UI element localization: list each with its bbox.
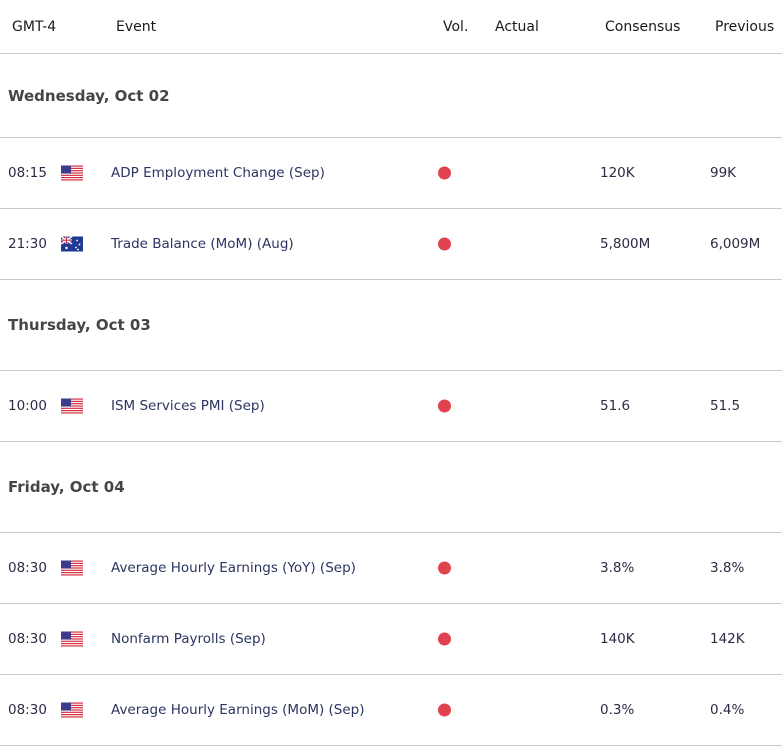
- high-volatility-dot-icon: [438, 703, 451, 717]
- col-consensus: Consensus: [605, 18, 681, 35]
- event-time: 08:30: [8, 560, 47, 576]
- event-time: 21:30: [8, 236, 47, 252]
- us-flag-icon: [61, 165, 83, 181]
- event-row[interactable]: 08:30 Average Hourly Earnings (YoY) (Sep…: [0, 533, 782, 604]
- event-consensus: 120K: [600, 165, 635, 181]
- event-row[interactable]: 08:30 Average Hourly Earnings (MoM) (Sep…: [0, 675, 782, 746]
- event-name[interactable]: Trade Balance (MoM) (Aug): [111, 236, 294, 252]
- col-previous: Previous: [715, 18, 775, 35]
- event-consensus: 140K: [600, 631, 635, 647]
- event-time: 08:30: [8, 631, 47, 647]
- event-previous: 142K: [710, 631, 745, 647]
- day-label: Wednesday, Oct 02: [8, 86, 170, 105]
- high-volatility-dot-icon: [438, 399, 451, 413]
- event-row[interactable]: 08:15 ADP Employment Change (Sep) 120K 9…: [0, 138, 782, 209]
- event-row[interactable]: 21:30 Trade Balance (MoM) (Aug) 5,800M 6…: [0, 209, 782, 280]
- event-time: 10:00: [8, 398, 47, 414]
- event-consensus: 3.8%: [600, 560, 635, 576]
- high-volatility-dot-icon: [438, 166, 451, 180]
- day-header: Thursday, Oct 03: [0, 280, 782, 371]
- high-volatility-dot-icon: [438, 237, 451, 251]
- event-row[interactable]: 10:00 ISM Services PMI (Sep) 51.6 51.5: [0, 371, 782, 442]
- au-flag-icon: [60, 235, 83, 252]
- event-consensus: 51.6: [600, 398, 631, 414]
- high-volatility-dot-icon: [438, 632, 451, 646]
- event-previous: 6,009M: [710, 236, 761, 252]
- col-time: GMT-4: [12, 18, 57, 35]
- day-header: Wednesday, Oct 02: [0, 54, 782, 138]
- event-consensus: 0.3%: [600, 702, 635, 718]
- event-name[interactable]: ISM Services PMI (Sep): [111, 398, 265, 414]
- us-flag-icon: [61, 702, 83, 718]
- event-consensus: 5,800M: [600, 236, 651, 252]
- table-header: GMT-4 Event Vol. Actual Consensus Previo…: [0, 0, 782, 54]
- us-flag-icon: [61, 631, 83, 647]
- event-name[interactable]: Average Hourly Earnings (YoY) (Sep): [111, 560, 356, 576]
- col-event: Event: [116, 18, 157, 35]
- event-previous: 0.4%: [710, 702, 745, 718]
- event-name[interactable]: ADP Employment Change (Sep): [111, 165, 325, 181]
- event-name[interactable]: Nonfarm Payrolls (Sep): [111, 631, 266, 647]
- event-previous: 51.5: [710, 398, 741, 414]
- day-label: Friday, Oct 04: [8, 478, 125, 496]
- us-flag-icon: [61, 560, 83, 576]
- event-previous: 99K: [710, 165, 737, 181]
- us-flag-icon: [61, 398, 83, 414]
- event-name[interactable]: Average Hourly Earnings (MoM) (Sep): [111, 702, 365, 718]
- col-actual: Actual: [495, 18, 539, 35]
- day-label: Thursday, Oct 03: [8, 316, 151, 334]
- event-time: 08:30: [8, 702, 47, 718]
- day-header: Friday, Oct 04: [0, 442, 782, 533]
- high-volatility-dot-icon: [438, 561, 451, 575]
- event-row[interactable]: 08:30 Nonfarm Payrolls (Sep) 140K 142K: [0, 604, 782, 675]
- col-vol: Vol.: [443, 18, 469, 35]
- event-time: 08:15: [8, 165, 47, 181]
- event-previous: 3.8%: [710, 560, 745, 576]
